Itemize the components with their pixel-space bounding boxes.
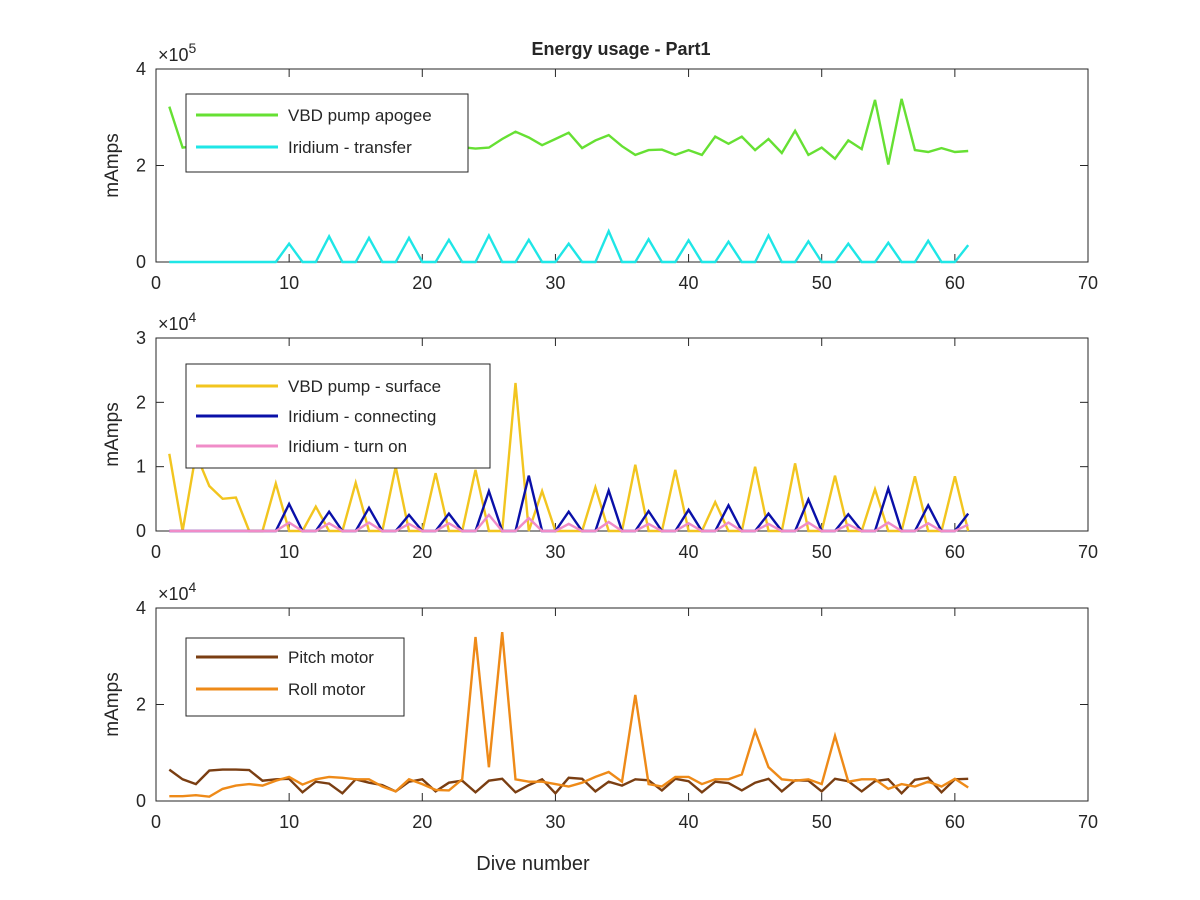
subplot-2: 0 10 20 30 40 50 60 70 0 1 2 3 ×104 mAmps VBD pump - s…	[102, 309, 1098, 562]
exponent-label: ×105	[158, 40, 197, 65]
x-tick-label: 0	[151, 273, 161, 293]
x-tick-label: 20	[412, 812, 432, 832]
x-tick-label: 40	[679, 542, 699, 562]
legend-entry-label: VBD pump - surface	[288, 377, 441, 396]
x-tick-label: 20	[412, 273, 432, 293]
y-axis-label: mAmps	[102, 133, 123, 197]
x-tick-label: 40	[679, 273, 699, 293]
x-axis-label: Dive number	[476, 853, 590, 875]
exponent-power: 4	[189, 309, 197, 325]
series-line-iridium-turn-on	[169, 513, 969, 533]
x-tick-label: 40	[679, 812, 699, 832]
x-tick-label: 70	[1078, 273, 1098, 293]
x-tick-label: 30	[545, 542, 565, 562]
series-line-roll-motor	[169, 631, 969, 798]
legend: VBD pump apogee Iridium - transfer	[185, 93, 469, 173]
x-tick-label: 10	[279, 542, 299, 562]
x-tick-label: 60	[945, 542, 965, 562]
legend-box	[185, 93, 469, 173]
legend-entry-label: Iridium - turn on	[288, 437, 407, 456]
x-tick-label: 20	[412, 542, 432, 562]
y-tick-label: 0	[136, 521, 146, 541]
exponent-label: ×104	[158, 309, 197, 334]
y-tick-label: 1	[136, 457, 146, 477]
legend-entry-label: Iridium - transfer	[288, 138, 412, 157]
series-line-iridium-transfer	[169, 228, 970, 264]
y-tick-label: 4	[136, 598, 146, 618]
legend-entry-label: Iridium - connecting	[288, 407, 436, 426]
y-axis-label: mAmps	[102, 402, 123, 466]
y-tick-label: 2	[136, 392, 146, 412]
x-tick-label: 60	[945, 273, 965, 293]
exponent-power: 4	[189, 579, 197, 595]
x-tick-label: 0	[151, 812, 161, 832]
x-tick-label: 50	[812, 273, 832, 293]
x-tick-label: 30	[545, 273, 565, 293]
y-tick-label: 4	[136, 59, 146, 79]
x-tick-label: 50	[812, 812, 832, 832]
y-tick-label: 0	[136, 252, 146, 272]
legend-box	[185, 637, 405, 717]
subplot-1: 0 10 20 30 40 50 60 70 0 2 4 ×105 mAmps VBD pump apog…	[102, 40, 1098, 293]
x-tick-label: 50	[812, 542, 832, 562]
legend: Pitch motor Roll motor	[185, 637, 405, 717]
y-axis-label: mAmps	[102, 672, 123, 736]
y-tick-label: 3	[136, 328, 146, 348]
exponent-label: ×104	[158, 579, 197, 604]
y-tick-label: 0	[136, 791, 146, 811]
x-tick-label: 70	[1078, 542, 1098, 562]
exponent-power: 5	[189, 40, 197, 56]
y-tick-label: 2	[136, 695, 146, 715]
legend-entry-label: Pitch motor	[288, 648, 374, 667]
x-tick-label: 60	[945, 812, 965, 832]
legend-entry-label: Roll motor	[288, 680, 366, 699]
x-tick-label: 10	[279, 812, 299, 832]
exponent-base: ×10	[158, 314, 189, 334]
x-tick-label: 70	[1078, 812, 1098, 832]
chart-title: Energy usage - Part1	[531, 39, 710, 59]
y-tick-label: 2	[136, 156, 146, 176]
exponent-base: ×10	[158, 584, 189, 604]
x-tick-label: 10	[279, 273, 299, 293]
exponent-base: ×10	[158, 45, 189, 65]
series-line-pitch-motor	[168, 768, 969, 796]
x-tick-label: 30	[545, 812, 565, 832]
legend: VBD pump - surface Iridium - connecting Ir…	[185, 363, 491, 469]
x-tick-label: 0	[151, 542, 161, 562]
legend-entry-label: VBD pump apogee	[288, 106, 432, 125]
